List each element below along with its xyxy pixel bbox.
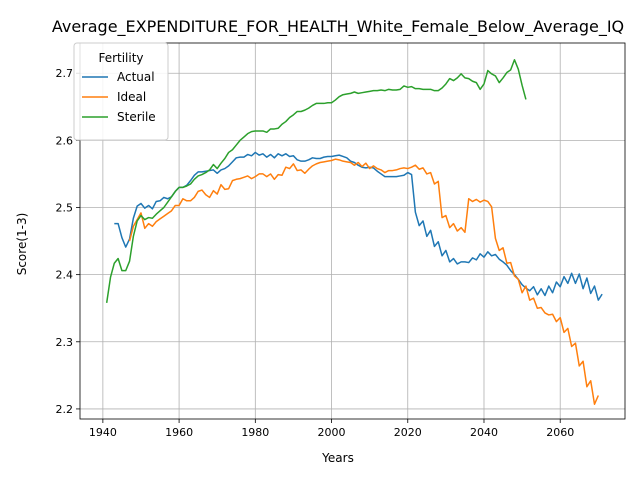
axis-ticks: 1940 1960 1980 2000 2020 2040 2060 2.2 2.3 2.4 2.5… [56,67,575,439]
x-axis-label: Years [321,451,354,465]
chart-title: Average_EXPENDITURE_FOR_HEALTH_White_Fem… [52,17,624,37]
y-tick-label: 2.2 [56,403,74,416]
x-tick-label: 2060 [546,426,574,439]
series-line-ideal [128,158,600,405]
legend-label-ideal: Ideal [117,90,146,104]
y-tick-label: 2.5 [56,202,74,215]
legend-box [73,42,169,141]
legend-label-actual: Actual [117,70,155,84]
y-tick-label: 2.3 [56,336,74,349]
plot-frame [79,42,626,420]
x-tick-label: 1960 [165,426,193,439]
x-tick-label: 2040 [470,426,498,439]
y-axis-label: Score(1-3) [15,213,29,276]
y-tick-label: 2.6 [56,134,74,147]
y-tick-label: 2.7 [56,67,74,80]
x-tick-label: 1980 [241,426,269,439]
legend-title: Fertility [98,51,143,65]
grid [80,43,625,419]
x-tick-label: 1940 [89,426,117,439]
x-tick-label: 2000 [318,426,346,439]
y-tick-label: 2.4 [56,269,74,282]
plot-series [105,59,603,405]
legend-label-sterile: Sterile [117,110,156,124]
x-tick-label: 2020 [394,426,422,439]
series-line-sterile [105,59,527,303]
legend: Fertility Actual Ideal Sterile [73,42,169,141]
series-line-actual [114,151,603,301]
